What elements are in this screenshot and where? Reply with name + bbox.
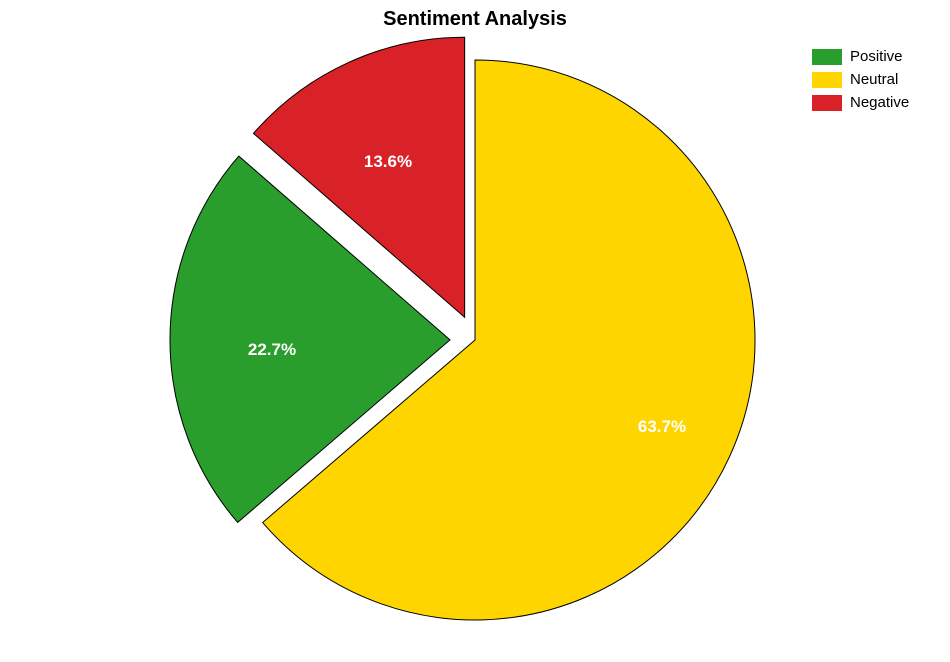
slice-label-positive: 22.7% — [248, 340, 296, 360]
legend-item-positive: Positive — [812, 48, 909, 65]
pie-chart — [0, 0, 950, 662]
legend-label-neutral: Neutral — [850, 71, 898, 88]
legend-label-negative: Negative — [850, 94, 909, 111]
legend-label-positive: Positive — [850, 48, 903, 65]
legend-swatch-positive — [812, 49, 842, 65]
slice-label-negative: 13.6% — [364, 152, 412, 172]
legend: Positive Neutral Negative — [812, 48, 909, 117]
legend-item-negative: Negative — [812, 94, 909, 111]
slice-label-neutral: 63.7% — [638, 417, 686, 437]
legend-swatch-negative — [812, 95, 842, 111]
legend-item-neutral: Neutral — [812, 71, 909, 88]
legend-swatch-neutral — [812, 72, 842, 88]
